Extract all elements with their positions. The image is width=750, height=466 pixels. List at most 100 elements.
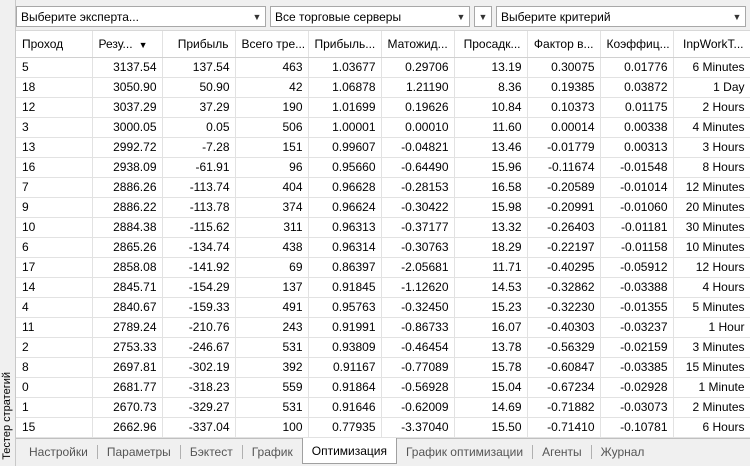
column-header-9[interactable]: InpWorkT... xyxy=(673,31,750,58)
expert-select-value: Выберите эксперта... xyxy=(21,9,139,24)
table-row[interactable]: 5 3137.54 137.54 463 1.03677 0.29706 13.19 0.30… xyxy=(16,57,750,78)
tab-5[interactable]: График оптимизации xyxy=(405,445,524,459)
column-header-3[interactable]: Всего тре... xyxy=(235,31,309,58)
table-cell: 1.21190 xyxy=(381,77,455,98)
column-header-0[interactable]: Проход xyxy=(16,31,93,58)
table-cell: 14 xyxy=(16,277,93,298)
table-row[interactable]: 6 2865.26 -134.74 438 0.96314 -0.30763 18.29 -0… xyxy=(16,237,750,258)
table-cell: 6 xyxy=(16,237,93,258)
table-cell: -329.27 xyxy=(162,397,236,418)
table-cell: -0.02928 xyxy=(600,377,674,398)
table-cell: -1.12620 xyxy=(381,277,455,298)
table-cell: 0.30075 xyxy=(527,57,601,78)
table-row[interactable]: 1 2670.73 -329.27 531 0.91646 -0.62009 14.69 -0… xyxy=(16,397,750,418)
table-cell: -0.22197 xyxy=(527,237,601,258)
table-cell: 7 xyxy=(16,177,93,198)
table-cell: 10 xyxy=(16,217,93,238)
table-cell: 137.54 xyxy=(162,57,236,78)
table-row[interactable]: 14 2845.71 -154.29 137 0.91845 -1.12620 14.53-… xyxy=(16,277,750,298)
table-cell: 404 xyxy=(235,177,309,198)
table-cell: 0.95660 xyxy=(308,157,382,178)
column-header-5[interactable]: Матожид... xyxy=(381,31,455,58)
table-cell: -0.01779 xyxy=(527,137,601,158)
table-cell: 15.96 xyxy=(454,157,528,178)
table-cell: 12 Hours xyxy=(673,257,750,278)
table-row[interactable]: 13 2992.72 -7.28 151 0.99607 -0.04821 13.46 -0.… xyxy=(16,137,750,158)
table-body: 5 3137.54 137.54 463 1.03677 0.29706 13.19 0.30… xyxy=(16,57,750,438)
chevron-down-icon[interactable]: ▼ xyxy=(456,11,466,22)
column-header-7[interactable]: Фактор в... xyxy=(527,31,601,58)
table-cell: 16 xyxy=(16,157,93,178)
table-cell: 311 xyxy=(235,217,309,238)
table-cell: -0.03388 xyxy=(600,277,674,298)
tab-3[interactable]: График xyxy=(251,445,293,459)
table-cell: -0.32862 xyxy=(527,277,601,298)
table-row[interactable]: 0 2681.77 -318.23 559 0.91864 -0.56928 15.04 -0… xyxy=(16,377,750,398)
optimization-results-grid[interactable]: Проход Резу... ▼ Прибыль Всего тре... Прибыль… xyxy=(16,30,750,438)
table-cell: 0.96314 xyxy=(308,237,382,258)
column-header-2[interactable]: Прибыль xyxy=(162,31,236,58)
table-row[interactable]: 9 2886.22 -113.78 374 0.96624 -0.30422 15.98 -0… xyxy=(16,197,750,218)
table-cell: -2.05681 xyxy=(381,257,455,278)
table-cell: 3 Hours xyxy=(673,137,750,158)
table-row[interactable]: 10 2884.38 -115.62 311 0.96313 -0.37177 13.32-… xyxy=(16,217,750,238)
table-cell: 96 xyxy=(235,157,309,178)
table-cell: 0.01175 xyxy=(600,97,674,118)
table-row[interactable]: 11 2789.24 -210.76 243 0.91991 -0.86733 16.07-… xyxy=(16,317,750,338)
table-cell: -0.28153 xyxy=(381,177,455,198)
table-cell: -0.56329 xyxy=(527,337,601,358)
column-header-6[interactable]: Просадк... xyxy=(454,31,528,58)
table-row[interactable]: 15 2662.96 -337.04 100 0.77935 -3.37040 15.50-… xyxy=(16,417,750,438)
table-cell: 50.90 xyxy=(162,77,236,98)
table-row[interactable]: 18 3050.90 50.90 42 1.06878 1.21190 8.36 0.1938… xyxy=(16,77,750,98)
tab-separator xyxy=(96,445,98,459)
table-row[interactable]: 3 3000.05 0.05 506 1.00001 0.00010 11.60 0.0001… xyxy=(16,117,750,138)
table-cell: 3050.90 xyxy=(92,77,163,98)
table-row[interactable]: 4 2840.67 -159.33 491 0.95763 -0.32450 15.23 -0… xyxy=(16,297,750,318)
tab-7[interactable]: Журнал xyxy=(600,445,645,459)
table-row[interactable]: 12 3037.29 37.29 190 1.01699 0.19626 10.84 0.10… xyxy=(16,97,750,118)
table-cell: -210.76 xyxy=(162,317,236,338)
server-select[interactable]: Все торговые серверы ▼ xyxy=(270,6,470,27)
table-cell: 14.69 xyxy=(454,397,528,418)
table-cell: 137 xyxy=(235,277,309,298)
column-header-1[interactable]: Резу... ▼ xyxy=(92,31,163,58)
table-row[interactable]: 17 2858.08 -141.92 69 0.86397 -2.05681 11.71 -0… xyxy=(16,257,750,278)
table-cell: 2 Minutes xyxy=(673,397,750,418)
criteria-select[interactable]: Выберите критерий ▼ xyxy=(496,6,746,27)
table-cell: -0.20589 xyxy=(527,177,601,198)
table-cell: 2938.09 xyxy=(92,157,163,178)
table-cell: 2753.33 xyxy=(92,337,163,358)
table-header: Проход Резу... ▼ Прибыль Всего тре... Прибыль… xyxy=(16,31,750,58)
tab-4[interactable]: Оптимизация xyxy=(301,438,397,464)
table-row[interactable]: 8 2697.81 -302.19 392 0.91167 -0.77089 15.78 -0… xyxy=(16,357,750,378)
table-cell: -0.86733 xyxy=(381,317,455,338)
expert-select[interactable]: Выберите эксперта... ▼ xyxy=(16,6,266,27)
table-cell: -0.46454 xyxy=(381,337,455,358)
table-cell: 15.04 xyxy=(454,377,528,398)
tab-2[interactable]: Бэктест xyxy=(189,445,233,459)
table-cell: 11 xyxy=(16,317,93,338)
column-header-8[interactable]: Коэффиц... xyxy=(600,31,674,58)
table-cell: 10.84 xyxy=(454,97,528,118)
tab-6[interactable]: Агенты xyxy=(542,445,582,459)
chevron-down-icon[interactable]: ▼ xyxy=(252,11,262,22)
criteria-select-value: Выберите критерий xyxy=(501,9,611,24)
column-header-label: Коэффиц... xyxy=(606,36,670,51)
sort-direction-select[interactable]: ▼ xyxy=(474,6,492,27)
table-cell: -141.92 xyxy=(162,257,236,278)
table-row[interactable]: 7 2886.26 -113.74 404 0.96628 -0.28153 16.58 -0… xyxy=(16,177,750,198)
table-cell: -154.29 xyxy=(162,277,236,298)
tab-0[interactable]: Настройки xyxy=(29,445,88,459)
chevron-down-icon[interactable]: ▼ xyxy=(732,11,742,22)
table-cell: 243 xyxy=(235,317,309,338)
table-cell: 506 xyxy=(235,117,309,138)
chevron-down-icon[interactable]: ▼ xyxy=(478,11,488,22)
column-header-4[interactable]: Прибыль... xyxy=(308,31,382,58)
table-row[interactable]: 2 2753.33 -246.67 531 0.93809 -0.46454 13.78 -0… xyxy=(16,337,750,358)
tab-1[interactable]: Параметры xyxy=(106,445,171,459)
table-row[interactable]: 16 2938.09 -61.91 96 0.95660 -0.64490 15.96 -0.… xyxy=(16,157,750,178)
table-cell: 8.36 xyxy=(454,77,528,98)
table-cell: -318.23 xyxy=(162,377,236,398)
table-cell: 1.00001 xyxy=(308,117,382,138)
